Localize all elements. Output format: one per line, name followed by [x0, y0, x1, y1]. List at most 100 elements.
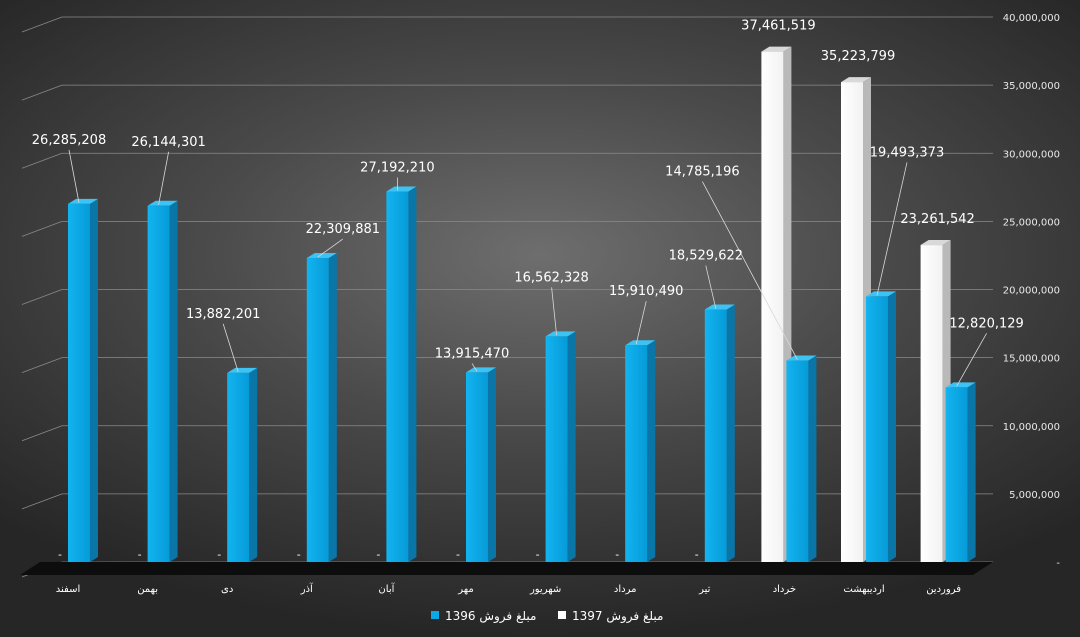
y-axis-labels: - 5,000,000 10,000,000 15,000,000 20,000,000…: [1003, 13, 1061, 569]
data-label-1396: 27,192,210: [360, 161, 434, 176]
bar-1396-8-front: [704, 309, 727, 562]
data-label-1397-empty: -: [217, 548, 221, 561]
bar-1396-3-side: [328, 253, 337, 562]
bar-1396-11: [945, 382, 976, 562]
category-label: خرداد: [773, 584, 796, 595]
bar-1396-1: [147, 200, 178, 562]
bar-1396-4-side: [408, 186, 417, 562]
bar-1396-2-top: [227, 367, 258, 373]
leader-line: [551, 287, 557, 336]
bar-1397-9-top: [761, 46, 792, 52]
gridline-slant: [21, 493, 63, 510]
bar-1396-5-top: [466, 367, 496, 373]
bar-1396-7-top: [625, 340, 656, 346]
data-label-1397-empty: -: [138, 548, 142, 561]
bar-1396-9-front: [786, 360, 809, 562]
gridline-slant: [21, 289, 63, 305]
data-label-1397-empty: -: [376, 548, 380, 561]
bar-1396-11-side: [967, 382, 976, 562]
y-tick-label: -: [1056, 558, 1060, 569]
data-label-1397-empty: -: [58, 548, 62, 561]
leader-line: [222, 323, 239, 372]
data-label-1397-empty: -: [615, 548, 619, 561]
bar-1396-6: [545, 331, 576, 562]
legend-label-1396: مبلغ فروش 1396: [445, 609, 536, 624]
bar-1397-11-top: [920, 240, 951, 246]
bar-1397-9-front: [761, 51, 784, 563]
gridline-slant: [21, 84, 63, 101]
bar-1396-8-side: [726, 304, 735, 562]
y-tick-label: 10,000,000: [1003, 422, 1060, 433]
bar-1396-0: [68, 198, 98, 562]
bar-1396-10-front: [866, 296, 888, 562]
bar-1396-2-front: [227, 372, 250, 562]
leader-line: [68, 149, 80, 203]
data-labels: - 26,285,208 - 26,144,301 - 13,882,201 - 22,309…: [32, 19, 1024, 561]
category-label: بهمن: [137, 584, 158, 595]
data-label-1396: 16,562,328: [514, 270, 588, 285]
data-label-1396: 13,882,201: [186, 307, 260, 322]
bar-1396-2: [227, 367, 258, 562]
leader-line: [317, 238, 344, 258]
leader-line: [876, 162, 908, 296]
category-label: تیر: [698, 584, 711, 595]
bar-1396-11-front: [945, 387, 968, 562]
leader-lines: [68, 149, 987, 387]
data-label-1396: 13,915,470: [435, 346, 509, 361]
bar-1397-11-front: [920, 245, 943, 562]
gridlines: [21, 16, 993, 578]
leader-line: [702, 181, 798, 360]
data-label-1396: 26,144,301: [131, 135, 205, 150]
data-label-1396: 14,785,196: [665, 165, 739, 180]
data-label-1396: 26,285,208: [32, 133, 106, 148]
y-tick-label: 20,000,000: [1003, 286, 1060, 297]
bar-1397-10-front: [841, 82, 863, 562]
chart-floor: [20, 562, 993, 575]
y-tick-label: 15,000,000: [1003, 354, 1060, 365]
data-label-1397-empty: -: [297, 548, 301, 561]
bar-1396-11-top: [945, 382, 976, 388]
x-axis-labels: اسفند بهمن دی آذر آبان مهر شهریور مرداد تیر خرداد…: [56, 582, 961, 595]
bar-1396-1-top: [147, 200, 178, 206]
category-label: دی: [221, 584, 233, 595]
y-tick-label: 25,000,000: [1003, 217, 1060, 228]
bar-1396-0-front: [68, 203, 90, 562]
bar-1396-3-top: [306, 253, 337, 259]
data-label-1397: 37,461,519: [741, 19, 815, 34]
data-label-1396: 22,309,881: [306, 222, 380, 237]
data-label-1397-empty: -: [695, 548, 699, 561]
category-label: آذر: [300, 582, 314, 595]
floor-top: [20, 562, 993, 575]
y-tick-label: 40,000,000: [1003, 13, 1060, 24]
bar-1397-10-top: [841, 77, 871, 83]
bar-1396-8-top: [704, 304, 735, 310]
bar-1396-5-front: [466, 372, 488, 562]
category-label: اردیبهشت: [843, 584, 884, 595]
bar-1396-8: [704, 304, 735, 562]
bar-1396-2-side: [249, 367, 258, 562]
bar-1396-4: [386, 186, 417, 562]
data-label-1396: 19,493,373: [870, 145, 944, 160]
leader-line: [158, 151, 169, 205]
bar-1396-6-side: [567, 331, 576, 562]
category-label: اسفند: [56, 584, 80, 595]
data-label-1397-empty: -: [456, 548, 460, 561]
category-label: فروردین: [926, 584, 961, 595]
legend: مبلغ فروش 1396 مبلغ فروش 1397: [431, 609, 663, 624]
bar-1396-10-side: [888, 291, 896, 562]
bar-1396-1-front: [147, 205, 170, 562]
gridline-slant: [21, 221, 63, 237]
bar-1396-0-side: [90, 198, 98, 562]
bar-1396-3: [306, 253, 337, 562]
bar-1396-5-side: [488, 367, 496, 562]
data-label-1396: 12,820,129: [949, 316, 1023, 331]
category-label: مرداد: [614, 584, 637, 595]
gridline-slant: [21, 152, 63, 169]
bar-1396-7: [625, 340, 656, 562]
category-label: شهریور: [529, 584, 561, 595]
gridline-slant: [21, 16, 63, 33]
data-label-1396: 18,529,622: [669, 249, 743, 264]
bars: [68, 46, 976, 563]
